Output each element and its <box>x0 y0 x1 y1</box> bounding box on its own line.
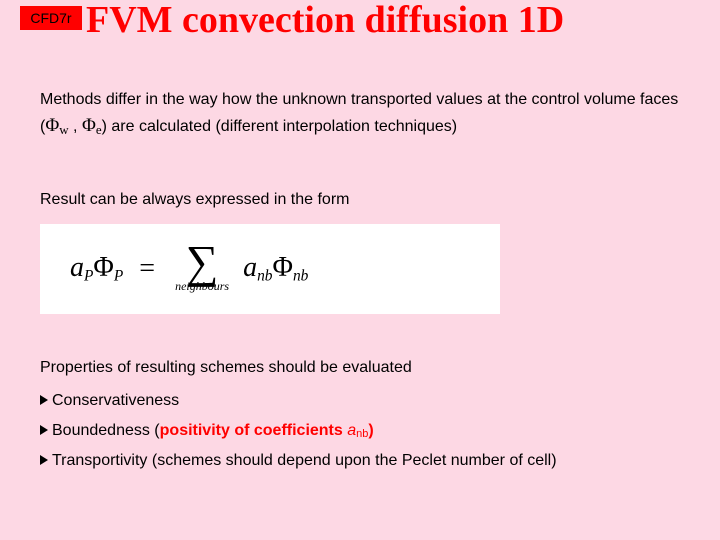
sub-nb: nb <box>293 268 308 285</box>
formula-rhs: anbΦnb <box>243 252 308 286</box>
formula-lhs: aPΦP <box>70 252 123 286</box>
text-run: ) are calculated (different interpolatio… <box>102 118 457 135</box>
bullet-marker-icon <box>40 425 48 435</box>
bullet-list: Conservativeness Boundedness (positivity… <box>40 392 700 482</box>
bullet-marker-icon <box>40 455 48 465</box>
formula-box: aPΦP = ∑ neighbours anbΦnb <box>40 224 500 314</box>
slide-badge: CFD7r <box>20 6 82 30</box>
var-a: a <box>243 252 257 283</box>
phi-symbol: Φ <box>45 115 59 136</box>
bullet-text: Transportivity (schemes should depend up… <box>52 452 557 469</box>
formula: aPΦP = ∑ neighbours anbΦnb <box>70 246 308 292</box>
bullet-text: Boundedness ( <box>52 422 160 439</box>
highlight-text: positivity of coefficients <box>160 422 348 439</box>
sub-nb: nb <box>257 268 272 285</box>
bullet-transportivity: Transportivity (schemes should depend up… <box>40 452 700 470</box>
sub-P: P <box>84 268 93 285</box>
bullet-conservativeness: Conservativeness <box>40 392 700 410</box>
sum-label: neighbours <box>175 280 229 292</box>
slide-title: FVM convection diffusion 1D <box>86 0 564 42</box>
var-phi: Φ <box>272 252 292 283</box>
equals-sign: = <box>139 253 155 285</box>
bullet-text: Conservativeness <box>52 392 179 409</box>
highlight-var: a <box>347 422 356 439</box>
paragraph-methods: Methods differ in the way how the unknow… <box>40 88 690 141</box>
bullet-text: ) <box>368 422 373 439</box>
var-phi: Φ <box>93 252 113 283</box>
phi-symbol: Φ <box>82 115 96 136</box>
bullet-marker-icon <box>40 395 48 405</box>
sub-P: P <box>114 268 123 285</box>
sigma-symbol: ∑ <box>186 246 219 278</box>
paragraph-result: Result can be always expressed in the fo… <box>40 188 690 212</box>
var-a: a <box>70 252 84 283</box>
highlight-sub: nb <box>356 428 368 440</box>
phi-subscript-w: w <box>59 122 68 137</box>
bullet-boundedness: Boundedness (positivity of coefficients … <box>40 422 700 440</box>
summation: ∑ neighbours <box>175 246 229 292</box>
paragraph-properties: Properties of resulting schemes should b… <box>40 356 690 380</box>
text-run: , <box>69 118 82 135</box>
